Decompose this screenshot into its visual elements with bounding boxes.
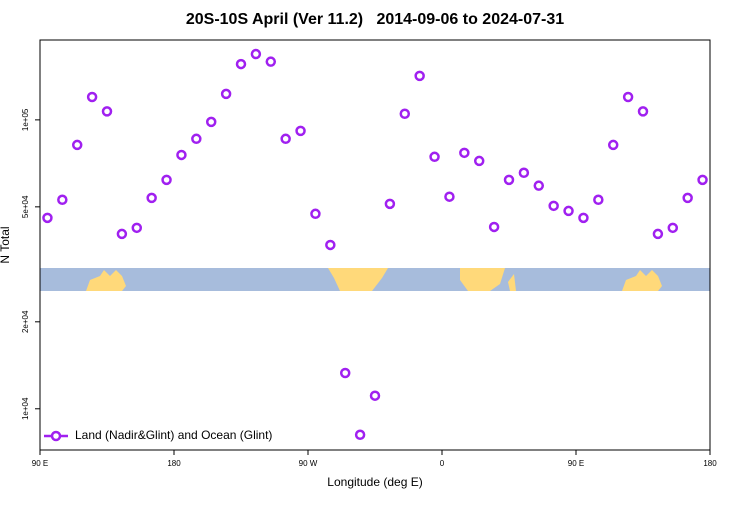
point [667,222,679,234]
point [339,367,351,379]
point [384,198,396,210]
point [86,91,98,103]
point [71,139,83,151]
y-axis-label: N Total [0,226,12,263]
point [280,133,291,145]
chart-title: 20S-10S April (Ver 11.2) 2014-09-06 to 2… [186,11,564,28]
point [444,191,455,202]
point [399,108,411,120]
x-tick-label: 90 E [32,459,48,468]
point [205,116,217,128]
point [518,167,530,179]
point [429,151,440,163]
plot-frame [39,39,711,451]
y-tick-label: 5e+04 [21,195,30,218]
point [146,192,157,204]
x-tick-label: 90 W [299,459,318,468]
point [593,194,604,206]
point [220,88,232,100]
point [176,149,187,161]
point [42,212,53,224]
point [533,180,545,191]
point [607,139,619,151]
point [131,222,143,234]
point [369,390,381,401]
point [310,208,321,220]
point [57,194,68,206]
point [265,56,277,67]
legend-marker [50,430,62,442]
map-strip [40,268,710,291]
point [414,70,425,82]
y-tick-label: 2e+04 [21,310,30,333]
point [295,125,306,137]
x-tick-label: 0 [440,459,445,468]
point [563,205,574,217]
point [191,133,202,145]
point [652,228,664,240]
point [548,200,559,212]
point [697,174,708,186]
point [116,228,128,240]
y-tick-label: 1e+04 [21,397,30,420]
point [459,147,470,159]
point [578,212,589,224]
x-tick-label: 180 [703,459,717,468]
point [161,174,172,186]
point [488,221,500,233]
point [250,48,262,60]
legend-label: Land (Nadir&Glint) and Ocean (Glint) [75,428,272,442]
x-axis-label: Longitude (deg E) [327,475,422,489]
point [101,106,113,117]
point [622,91,634,103]
x-tick-label: 90 E [568,459,584,468]
point [503,174,515,186]
point [682,192,693,204]
point [637,106,649,117]
y-tick-label: 1e+05 [21,108,30,131]
point [354,429,366,441]
x-tick-label: 180 [167,459,181,468]
point [473,155,485,167]
point [235,58,247,70]
point [325,239,336,251]
